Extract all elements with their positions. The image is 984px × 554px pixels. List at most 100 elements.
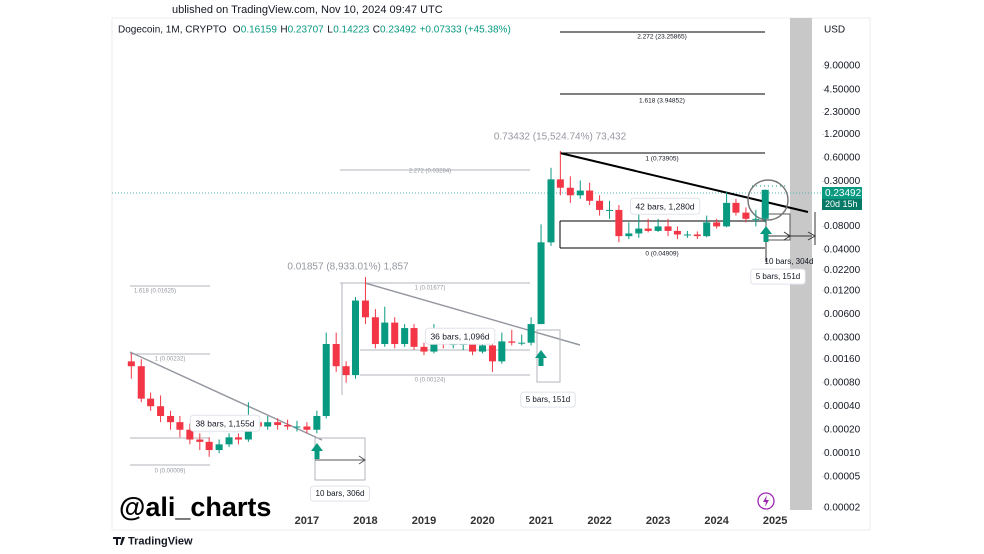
legend-value: 0.14223 bbox=[333, 25, 370, 36]
annotation: 0 (0.00009) bbox=[155, 469, 186, 475]
candle-body bbox=[410, 328, 418, 347]
y-tick-label: 9.00000 bbox=[824, 61, 861, 72]
candle-body bbox=[127, 361, 135, 367]
candle-body bbox=[586, 190, 594, 201]
annotation: 2.272 (0.03284) bbox=[409, 169, 451, 175]
candle-body bbox=[225, 437, 233, 445]
candle-body bbox=[654, 226, 662, 231]
candle-body bbox=[498, 341, 506, 362]
annotation: 1 (0.01677) bbox=[415, 286, 446, 292]
countdown: 20d 15h bbox=[825, 199, 858, 209]
brand-logo bbox=[113, 537, 125, 545]
candle-body bbox=[713, 222, 721, 227]
legend-value: 0.16159 bbox=[241, 25, 278, 36]
y-tick-label: 0.00040 bbox=[824, 401, 861, 412]
candle-body bbox=[293, 426, 301, 428]
candle-body bbox=[342, 366, 350, 376]
last-price: 0.23492 bbox=[825, 188, 862, 199]
legend-key: H bbox=[280, 25, 287, 36]
candle-body bbox=[264, 422, 272, 427]
alert-icon[interactable] bbox=[757, 492, 775, 510]
candle-body bbox=[732, 202, 740, 213]
x-tick-label: 2020 bbox=[470, 515, 494, 527]
candle-body bbox=[274, 422, 282, 426]
price-tag bbox=[822, 187, 862, 199]
annotation: 0 (0.04909) bbox=[645, 251, 678, 258]
arrow-head bbox=[358, 455, 366, 465]
annotation-text: 10 bars, 304d bbox=[765, 257, 814, 266]
x-tick-label: 2018 bbox=[353, 515, 377, 527]
legend-key: C bbox=[373, 25, 380, 36]
legend-key: L bbox=[327, 25, 333, 36]
candle-body bbox=[469, 344, 477, 352]
annotation-text: 38 bars, 1,155d bbox=[195, 418, 254, 428]
candle-body bbox=[703, 222, 711, 237]
candle-body bbox=[313, 415, 321, 430]
x-tick-label: 2021 bbox=[529, 515, 553, 527]
candle-body bbox=[196, 439, 204, 442]
annotation-box bbox=[424, 327, 496, 345]
candle-body bbox=[381, 322, 389, 345]
fib-right bbox=[559, 31, 817, 262]
y-tick-label: 0.00300 bbox=[824, 332, 861, 343]
candle-body bbox=[518, 342, 526, 344]
legend-change: +0.07333 (+45.38%) bbox=[420, 25, 511, 36]
y-tick-label: 1.20000 bbox=[824, 129, 861, 140]
candle-body bbox=[673, 230, 681, 235]
y-tick-label: 0.60000 bbox=[824, 153, 861, 164]
y-tick-label: 0.00080 bbox=[824, 377, 861, 388]
annotation-text: 10 bars, 306d bbox=[316, 489, 365, 498]
annotation-text: 1.618 (3.94852) bbox=[639, 98, 685, 105]
trendline bbox=[364, 282, 581, 346]
arrow-head bbox=[783, 231, 791, 241]
candle-body bbox=[147, 398, 155, 407]
candle-body bbox=[761, 189, 769, 219]
candle-body bbox=[606, 209, 614, 211]
candle-body bbox=[420, 346, 428, 352]
alert-icon-bolt bbox=[763, 495, 769, 507]
annotation: 42 bars, 1,280d bbox=[629, 197, 701, 215]
annotation-box bbox=[310, 485, 370, 502]
highlight-circle bbox=[747, 179, 789, 221]
annotation-box bbox=[750, 268, 806, 285]
candle-body bbox=[488, 345, 496, 362]
countdown-tag bbox=[822, 199, 862, 210]
candle-body bbox=[234, 437, 242, 440]
candle-body bbox=[332, 344, 340, 367]
annotation-text: 0 (0.04909) bbox=[645, 251, 678, 258]
y-tick-label: 0.00002 bbox=[824, 503, 861, 514]
candle-body bbox=[351, 300, 360, 376]
up-arrow bbox=[535, 350, 547, 366]
annotation-box bbox=[629, 197, 701, 215]
candle-body bbox=[615, 209, 623, 237]
source: ublished on TradingView.com, Nov 10, 202… bbox=[172, 4, 443, 16]
x-tick-label: 2024 bbox=[704, 515, 729, 527]
y-tick-label: 0.08000 bbox=[824, 221, 861, 232]
candle-body bbox=[693, 234, 701, 237]
annotation-text: 2.272 (0.03284) bbox=[409, 169, 451, 175]
legend-value: 0.23492 bbox=[380, 25, 417, 36]
candle-body bbox=[284, 425, 292, 427]
annotation-box bbox=[189, 414, 261, 432]
annotation-text: 1.618 (0.01625) bbox=[134, 289, 176, 295]
annotation-text: 0 (0.00124) bbox=[415, 378, 446, 384]
brand: TradingView bbox=[128, 535, 193, 547]
annotation: 5 bars, 151d bbox=[750, 268, 806, 285]
annotation-text: 5 bars, 151d bbox=[526, 395, 570, 404]
up-arrow bbox=[760, 226, 772, 242]
candle-body bbox=[186, 429, 194, 440]
y-tick-label: 4.50000 bbox=[824, 84, 861, 95]
legend-key: O bbox=[233, 25, 241, 36]
candle-body bbox=[371, 317, 379, 345]
candle-body bbox=[596, 200, 604, 210]
watermark: @ali_charts bbox=[119, 492, 271, 522]
candle-body bbox=[644, 228, 652, 231]
annotation-text: 1 (0.01677) bbox=[415, 286, 446, 292]
x-tick-label: 2025 bbox=[763, 515, 787, 527]
annotation-box bbox=[520, 391, 576, 408]
candle-body bbox=[635, 228, 643, 234]
annotation: 1 (0.00232) bbox=[155, 357, 186, 363]
y-tick-label: 0.04000 bbox=[824, 245, 861, 256]
